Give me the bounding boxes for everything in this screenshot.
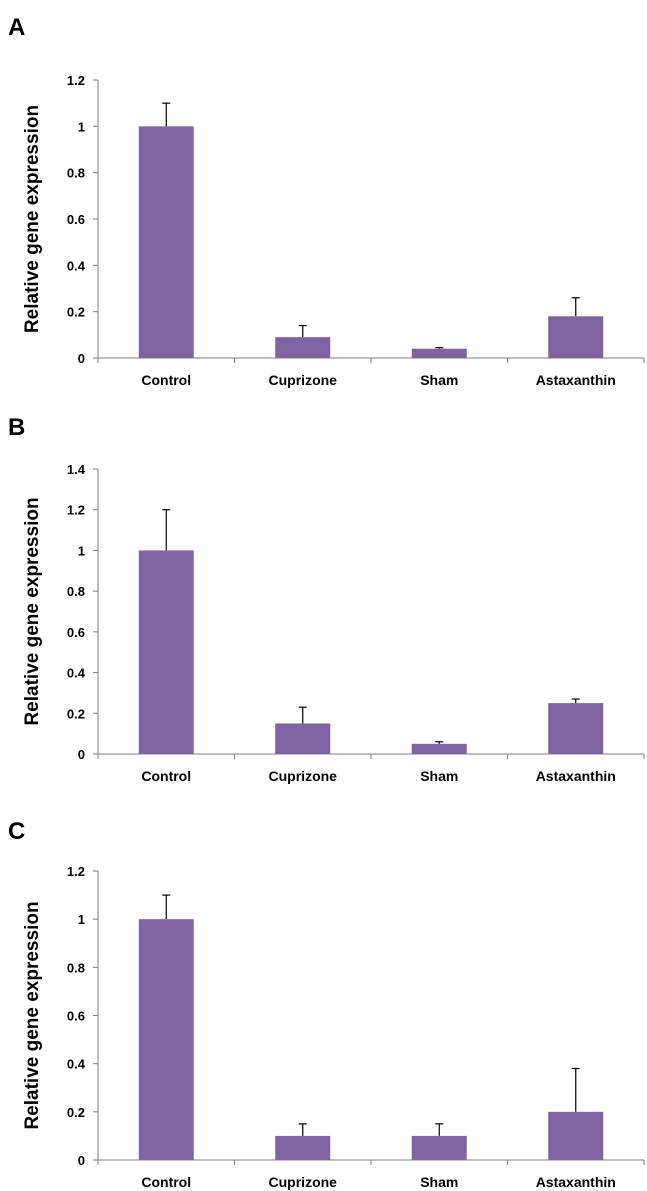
chart-panel-b: B 0 0.2 0.4 0.6 0.8 1 1.2 1.4 Relative gene expr… xyxy=(0,400,647,800)
y-tick-label: 0.2 xyxy=(67,305,85,320)
y-tick-label: 1.2 xyxy=(67,503,85,518)
x-category-label: Sham xyxy=(420,1174,458,1190)
x-category-label: Sham xyxy=(420,372,458,388)
x-category-label: Astaxanthin xyxy=(536,1174,616,1190)
y-tick-label: 1.2 xyxy=(67,864,85,879)
bar-control xyxy=(138,550,194,754)
y-tick-label: 0.8 xyxy=(67,584,85,599)
x-category-label: Cuprizone xyxy=(269,1174,338,1190)
bar-cuprizone xyxy=(275,723,331,754)
bar-astaxanthin xyxy=(548,1111,604,1160)
y-tick-label: 0.8 xyxy=(67,166,85,181)
panel-label: C xyxy=(8,818,26,845)
y-tick-label: 0 xyxy=(78,351,85,366)
y-tick-label: 0 xyxy=(78,747,85,762)
x-category-label: Control xyxy=(141,1174,191,1190)
bar-chart-b: 0 0.2 0.4 0.6 0.8 1 1.2 1.4 Relative gene expres… xyxy=(22,462,645,784)
chart-panel-a: A 0 0.2 0.4 0.6 0.8 1 1.2 Relative gene express… xyxy=(0,0,647,400)
bar-chart-a: 0 0.2 0.4 0.6 0.8 1 1.2 Relative gene expressio… xyxy=(22,73,645,388)
y-tick-label: 0.6 xyxy=(67,212,85,227)
chart-panel-c: C 0 0.2 0.4 0.6 0.8 1 1.2 Relative gene express… xyxy=(0,800,647,1191)
y-tick-label: 1.4 xyxy=(67,462,86,477)
y-tick-label: 0.4 xyxy=(67,1057,86,1072)
bar-chart-c: 0 0.2 0.4 0.6 0.8 1 1.2 Relative gene expressio… xyxy=(22,864,645,1190)
x-category-label: Cuprizone xyxy=(269,372,338,388)
y-tick-label: 1 xyxy=(78,119,85,134)
y-tick-label: 0.8 xyxy=(67,960,85,975)
bar-astaxanthin xyxy=(548,316,604,358)
y-tick-label: 0.6 xyxy=(67,625,85,640)
y-tick-label: 0.2 xyxy=(67,1105,85,1120)
y-tick-label: 0 xyxy=(78,1153,85,1168)
bar-cuprizone xyxy=(275,337,331,358)
bar-astaxanthin xyxy=(548,703,604,754)
y-tick-label: 1.2 xyxy=(67,73,85,88)
bar-sham xyxy=(411,1135,467,1160)
y-tick-label: 1 xyxy=(78,543,85,558)
x-category-label: Astaxanthin xyxy=(536,372,616,388)
x-category-label: Astaxanthin xyxy=(536,768,616,784)
y-axis-title: Relative gene expression xyxy=(22,105,43,333)
y-tick-label: 0.4 xyxy=(67,666,86,681)
x-category-label: Control xyxy=(141,768,191,784)
bar-sham xyxy=(411,743,467,754)
x-category-label: Cuprizone xyxy=(269,768,338,784)
bar-control xyxy=(138,919,194,1160)
x-category-label: Sham xyxy=(420,768,458,784)
y-tick-label: 1 xyxy=(78,912,85,927)
bar-control xyxy=(138,126,194,358)
y-axis-title: Relative gene expression xyxy=(22,901,43,1129)
bar-sham xyxy=(411,348,467,358)
x-category-label: Control xyxy=(141,372,191,388)
bar-cuprizone xyxy=(275,1135,331,1160)
y-tick-label: 0.2 xyxy=(67,706,85,721)
y-tick-label: 0.4 xyxy=(67,258,86,273)
y-tick-label: 0.6 xyxy=(67,1009,85,1024)
panel-label: A xyxy=(8,14,26,41)
y-axis-title: Relative gene expression xyxy=(22,497,43,725)
panel-label: B xyxy=(8,414,26,441)
